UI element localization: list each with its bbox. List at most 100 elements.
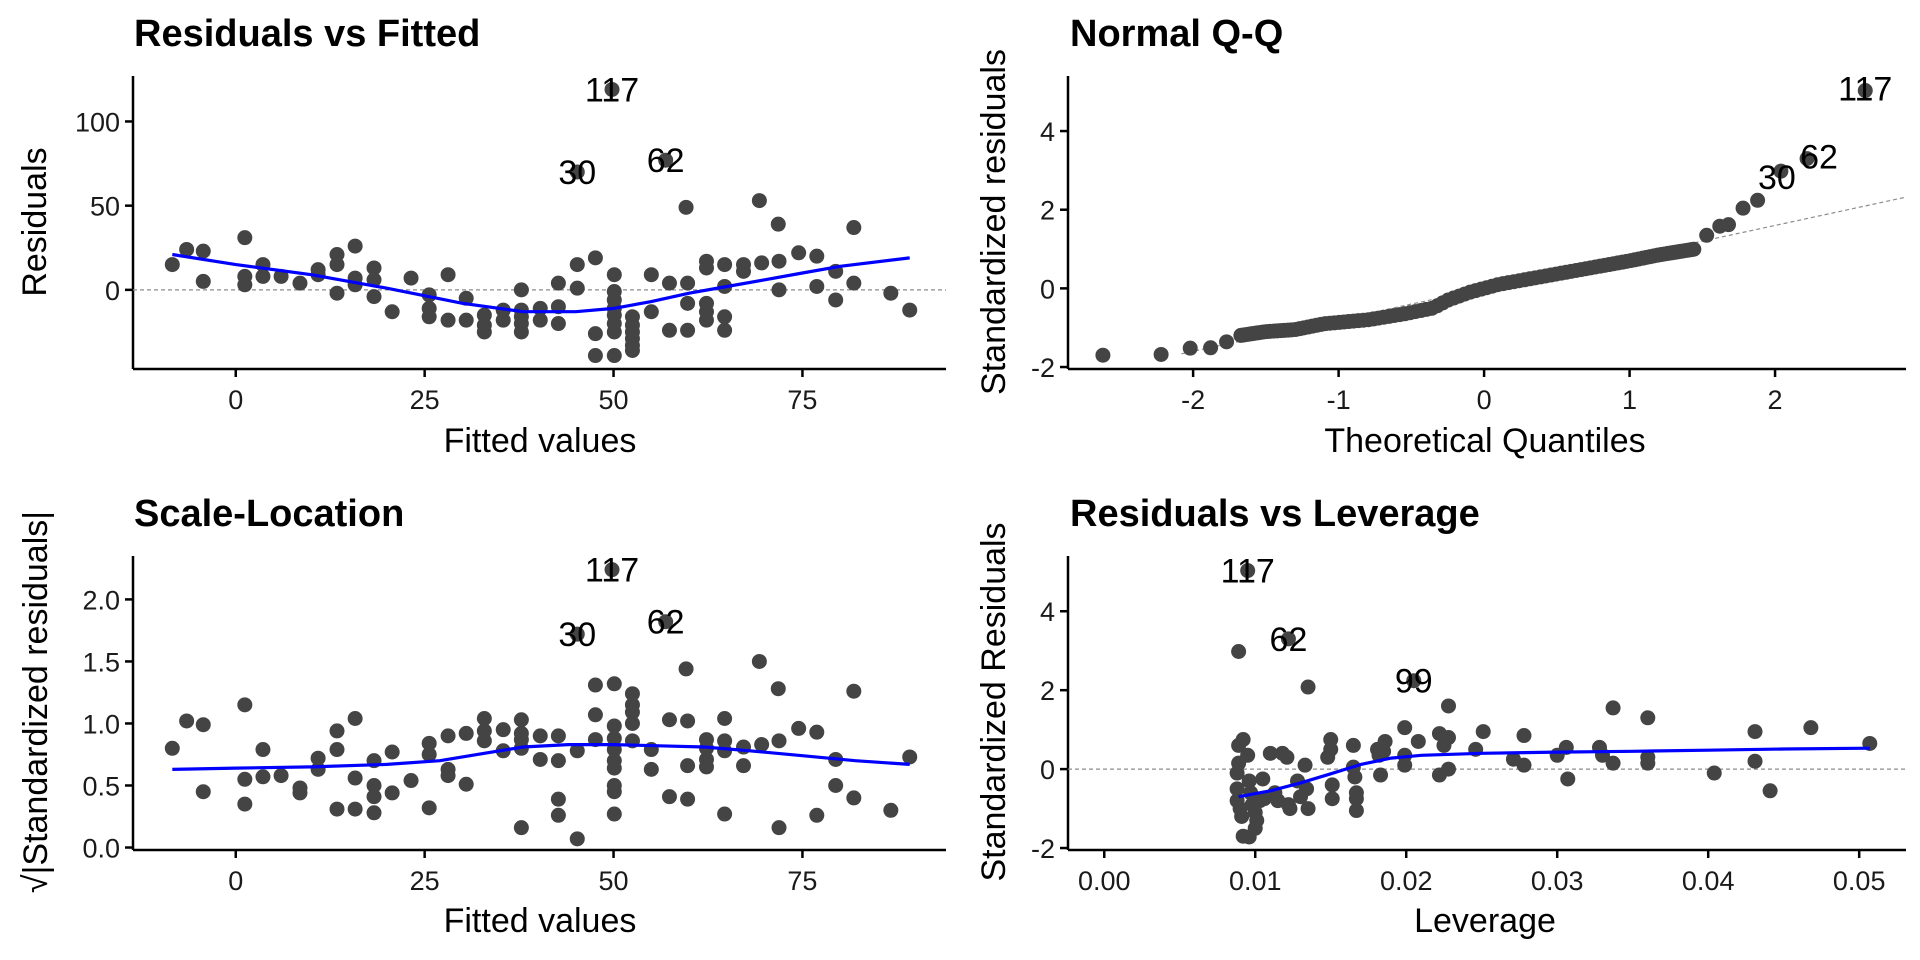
data-point (440, 728, 456, 744)
data-point (569, 626, 585, 642)
data-point (606, 676, 622, 692)
data-point (1182, 340, 1198, 356)
y-axis-label: √|Standardized residuals| (17, 511, 55, 893)
data-point (347, 770, 363, 786)
loess-smooth-line (1238, 746, 1870, 799)
data-point (1297, 757, 1313, 773)
data-point (680, 275, 696, 291)
data-point (195, 717, 211, 733)
data-point (421, 735, 437, 751)
data-point (532, 751, 548, 767)
data-point (678, 199, 694, 215)
data-point (440, 267, 456, 283)
data-point (606, 267, 622, 283)
data-point (1560, 771, 1576, 787)
data-point (643, 761, 659, 777)
data-point (476, 733, 492, 749)
y-tick-label: 4 (1040, 597, 1055, 627)
data-point (384, 744, 400, 760)
data-point (458, 776, 474, 792)
data-point (513, 712, 529, 728)
data-point (1373, 767, 1389, 783)
x-tick-label: 0 (1477, 385, 1492, 415)
data-point (1516, 757, 1532, 773)
data-point (195, 273, 211, 289)
data-point (661, 322, 677, 338)
data-point (809, 724, 825, 740)
outlier-label: 117 (1838, 71, 1892, 109)
data-point (754, 737, 770, 753)
data-point (902, 302, 918, 318)
data-point (1323, 732, 1339, 748)
data-point (809, 248, 825, 264)
data-point (164, 257, 180, 273)
data-point (771, 733, 787, 749)
y-tick-label: -2 (1031, 353, 1055, 383)
data-point (513, 282, 529, 298)
data-point (237, 277, 253, 293)
x-tick-label: 75 (787, 385, 817, 415)
outlier-label: 62 (1270, 621, 1308, 659)
data-point (606, 760, 622, 776)
data-point (458, 725, 474, 741)
data-point (791, 245, 807, 261)
data-point (717, 711, 733, 727)
data-point (658, 614, 674, 630)
data-point (366, 777, 382, 793)
x-tick-label: 25 (410, 866, 440, 896)
data-point (1605, 755, 1621, 771)
outlier-label: 99 (1395, 663, 1433, 701)
data-point (1229, 781, 1245, 797)
data-point (329, 285, 345, 301)
data-point (179, 713, 195, 729)
data-point (1747, 724, 1763, 740)
data-point (658, 152, 674, 168)
data-point (680, 713, 696, 729)
data-point (255, 769, 271, 785)
data-point (1280, 631, 1296, 647)
x-tick-label: 50 (599, 866, 629, 896)
y-axis-label: Standardized residuals (975, 49, 1013, 395)
data-point (1440, 761, 1456, 777)
data-point (770, 216, 786, 232)
data-point (550, 791, 566, 807)
data-point (828, 292, 844, 308)
data-point (606, 806, 622, 822)
data-point (1348, 791, 1364, 807)
data-point (791, 720, 807, 736)
data-point (624, 342, 640, 358)
data-point (1397, 720, 1413, 736)
data-point (661, 712, 677, 728)
loess-smooth-line (172, 252, 910, 314)
data-point (1397, 757, 1413, 773)
data-point (476, 324, 492, 340)
data-point (624, 715, 640, 731)
outlier-label: 62 (647, 142, 685, 180)
data-point (809, 807, 825, 823)
data-point (736, 263, 752, 279)
data-point (809, 278, 825, 294)
data-point (754, 255, 770, 271)
x-tick-label: 0.05 (1833, 866, 1886, 896)
data-point (902, 749, 918, 765)
y-tick-label: 1.5 (82, 647, 120, 677)
data-point (1706, 765, 1722, 781)
data-point (1516, 728, 1532, 744)
data-point (751, 193, 767, 209)
data-point (237, 230, 253, 246)
data-point (550, 728, 566, 744)
data-point (846, 220, 862, 236)
data-point (751, 653, 767, 669)
outlier-label: 117 (1221, 553, 1275, 591)
panel-scale-location: Scale-Location 0 25 50 75 0.0 0.5 1.0 1.5 2.0 117… (0, 480, 960, 960)
chart-title: Scale-Location (134, 493, 404, 535)
data-point (771, 282, 787, 298)
data-point (1762, 783, 1778, 799)
data-point (347, 711, 363, 727)
data-point (1299, 781, 1315, 797)
data-point (846, 790, 862, 806)
data-point (403, 270, 419, 286)
data-point (1406, 673, 1422, 689)
data-point (550, 275, 566, 291)
data-point (1605, 700, 1621, 716)
